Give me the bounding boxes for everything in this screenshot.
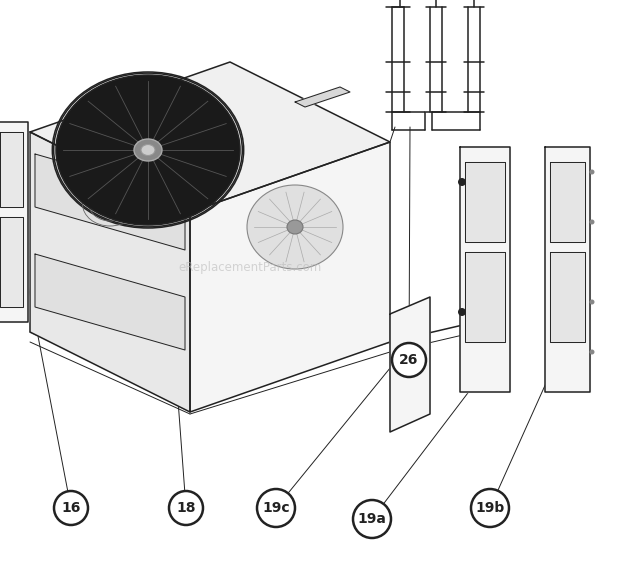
Text: 16: 16 bbox=[61, 501, 81, 515]
Polygon shape bbox=[545, 147, 590, 392]
Polygon shape bbox=[550, 162, 585, 242]
Polygon shape bbox=[30, 62, 390, 212]
Circle shape bbox=[392, 343, 426, 377]
Circle shape bbox=[54, 491, 88, 525]
Polygon shape bbox=[0, 132, 23, 207]
Circle shape bbox=[169, 491, 203, 525]
Text: 18: 18 bbox=[176, 501, 196, 515]
Polygon shape bbox=[0, 122, 28, 322]
Polygon shape bbox=[190, 142, 390, 412]
Ellipse shape bbox=[247, 185, 343, 269]
Circle shape bbox=[590, 350, 595, 355]
Circle shape bbox=[471, 489, 509, 527]
Polygon shape bbox=[0, 217, 23, 307]
Polygon shape bbox=[35, 154, 185, 250]
Text: eReplacementParts.com: eReplacementParts.com bbox=[179, 261, 322, 274]
Ellipse shape bbox=[287, 220, 303, 234]
Text: 19a: 19a bbox=[358, 512, 386, 526]
Circle shape bbox=[590, 300, 595, 305]
Circle shape bbox=[353, 500, 391, 538]
Polygon shape bbox=[35, 254, 185, 350]
Ellipse shape bbox=[141, 144, 155, 156]
Polygon shape bbox=[460, 147, 510, 392]
Circle shape bbox=[590, 170, 595, 174]
Ellipse shape bbox=[56, 75, 240, 225]
Text: 19b: 19b bbox=[476, 501, 505, 515]
Circle shape bbox=[458, 308, 466, 316]
Text: 26: 26 bbox=[399, 353, 419, 367]
Ellipse shape bbox=[134, 139, 162, 161]
Circle shape bbox=[257, 489, 295, 527]
Polygon shape bbox=[30, 132, 190, 412]
Circle shape bbox=[458, 178, 466, 186]
Text: 19c: 19c bbox=[262, 501, 290, 515]
Polygon shape bbox=[550, 252, 585, 342]
Polygon shape bbox=[465, 252, 505, 342]
Polygon shape bbox=[295, 87, 350, 107]
Circle shape bbox=[590, 220, 595, 224]
Polygon shape bbox=[465, 162, 505, 242]
Polygon shape bbox=[390, 297, 430, 432]
